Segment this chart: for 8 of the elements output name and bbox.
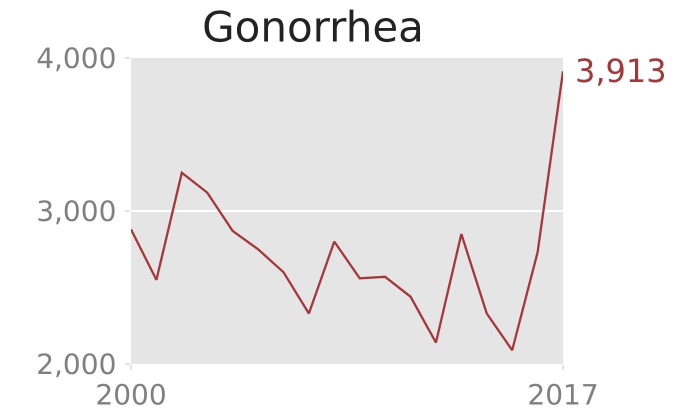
chart-title: Gonorrhea xyxy=(202,2,424,52)
y-tick-label: 2,000 xyxy=(36,348,116,381)
x-tick-label: 2017 xyxy=(527,378,599,412)
x-tick-label: 2000 xyxy=(95,378,167,412)
annotation: 3,913 xyxy=(575,52,667,90)
y-tick-label: 3,000 xyxy=(36,194,116,228)
y-tick-label: 4,000 xyxy=(36,42,116,75)
line-series xyxy=(131,70,563,352)
